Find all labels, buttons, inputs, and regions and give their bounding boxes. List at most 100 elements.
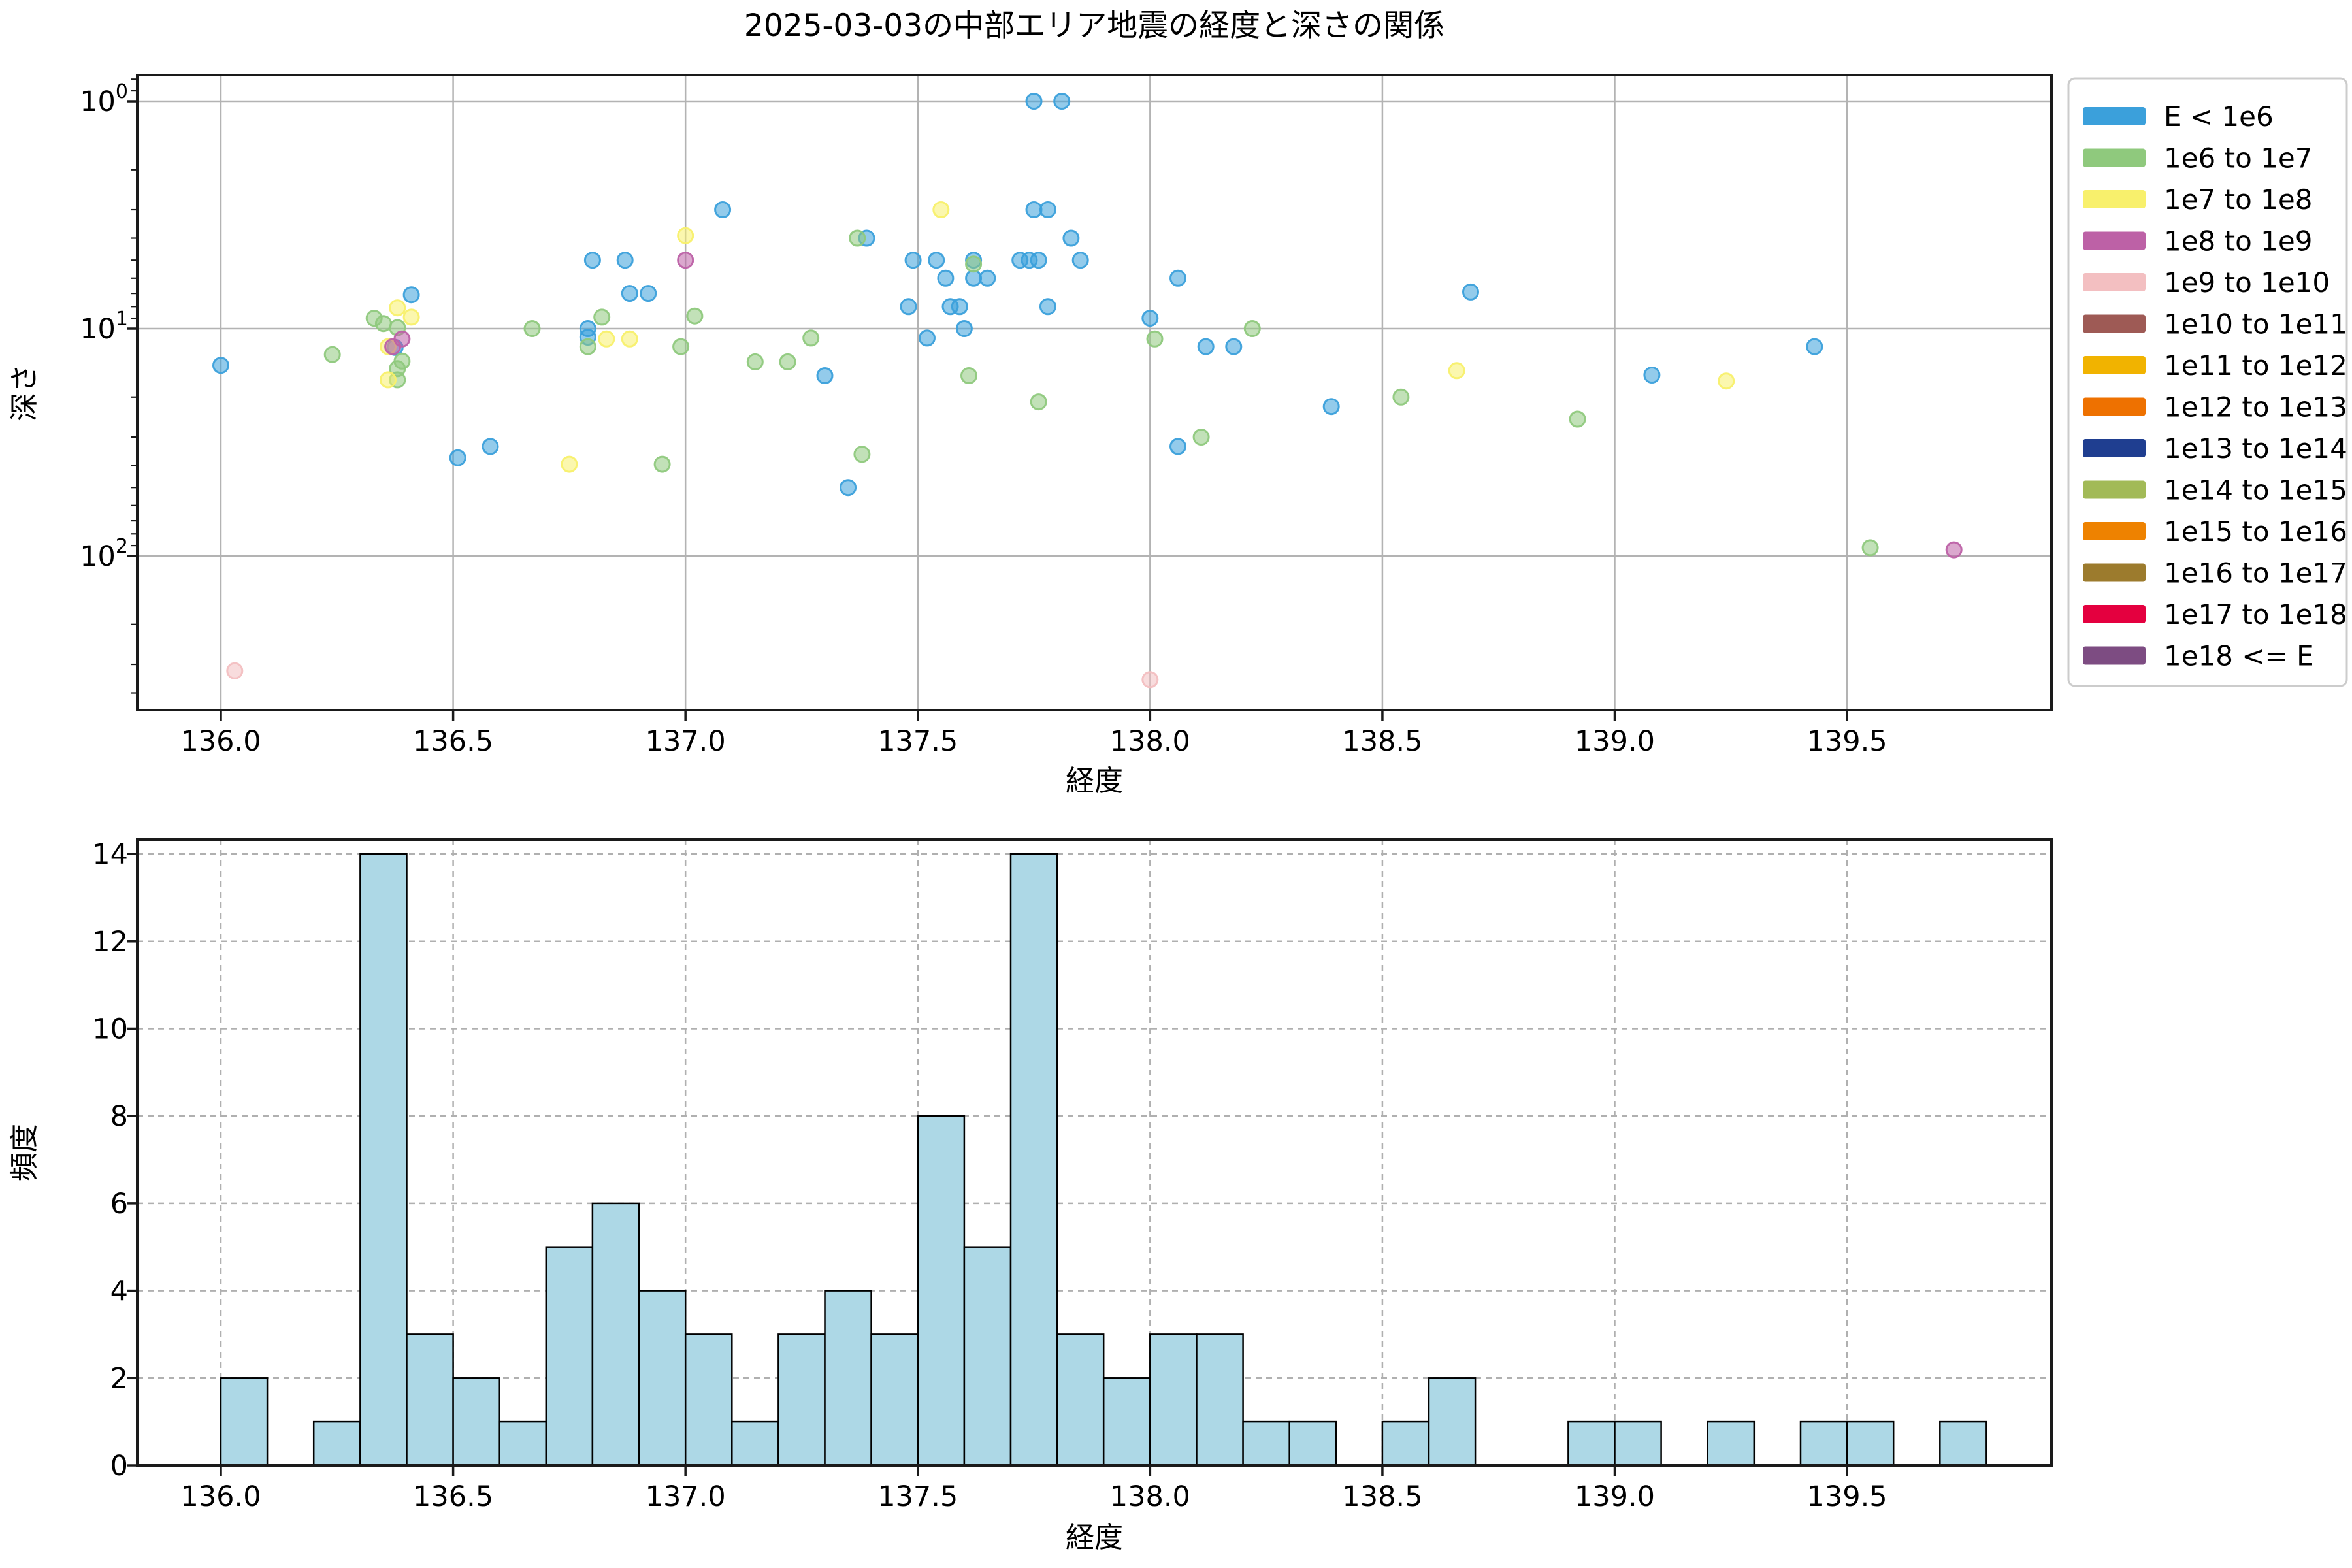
scatter-tick-labels: 136.0 136.5 137.0 137.5 138.0 138.5 139.0 139.5… <box>80 80 1887 758</box>
scatter-point <box>212 357 229 374</box>
scatter-point <box>965 269 983 287</box>
scatter-point <box>1718 372 1735 390</box>
scatter-point <box>686 307 704 325</box>
legend-item: 1e12 to 1e13 <box>2083 391 2347 423</box>
histogram-bar <box>1381 1420 1430 1467</box>
histogram-bar <box>359 853 408 1467</box>
legend-label: 1e7 to 1e8 <box>2164 184 2312 216</box>
legend-label: E < 1e6 <box>2164 101 2274 133</box>
histogram-bar <box>1288 1420 1337 1467</box>
scatter-point <box>323 346 341 363</box>
scatter-point <box>1071 252 1089 269</box>
scatter-point <box>677 227 694 244</box>
histogram-bar <box>1009 853 1058 1467</box>
x-tick-label: 138.5 <box>1342 1480 1422 1513</box>
legend-item: 1e10 to 1e11 <box>2083 308 2347 340</box>
scatter-point <box>1062 229 1080 247</box>
scatter-point <box>714 201 732 218</box>
scatter-point <box>672 338 690 355</box>
x-tick-label: 138.5 <box>1342 725 1422 758</box>
histogram-bar <box>731 1420 779 1467</box>
histogram-bar <box>1149 1333 1198 1467</box>
scatter-point <box>746 353 764 370</box>
scatter-point <box>1141 310 1159 327</box>
legend-swatch <box>2083 314 2146 333</box>
y-tick-label: 6 <box>110 1188 128 1220</box>
x-tick-label: 137.5 <box>877 1480 958 1513</box>
x-tick-label: 139.5 <box>1807 725 1887 758</box>
legend-item: 1e11 to 1e12 <box>2083 350 2347 382</box>
scatter-point <box>1025 201 1043 218</box>
x-tick-label: 138.0 <box>1110 725 1190 758</box>
scatter-point <box>928 252 945 269</box>
histogram-bar <box>777 1333 826 1467</box>
histogram-bar <box>312 1420 361 1467</box>
x-tick-label: 137.0 <box>645 1480 726 1513</box>
scatter-frame <box>136 74 2053 711</box>
scatter-plot: 136.0 136.5 137.0 137.5 138.0 138.5 139.0 139.5… <box>8 8 2053 798</box>
scatter-point <box>449 449 466 466</box>
histogram-bar <box>498 1420 547 1467</box>
y-tick-label: 0 <box>110 1450 128 1482</box>
legend-item: 1e8 to 1e9 <box>2083 225 2312 257</box>
legend-item: 1e13 to 1e14 <box>2083 433 2347 465</box>
scatter-point <box>640 285 657 302</box>
y-tick-label: 12 <box>92 926 128 958</box>
scatter-point <box>1146 330 1164 348</box>
legend-label: 1e18 <= E <box>2164 640 2314 672</box>
x-tick-label: 138.0 <box>1110 1480 1190 1513</box>
scatter-point <box>1861 539 1879 557</box>
histogram-bar <box>1799 1420 1848 1467</box>
scatter-point <box>402 308 420 326</box>
legend-swatch <box>2083 522 2146 540</box>
scatter-point <box>1030 393 1047 411</box>
legend-item: 1e6 to 1e7 <box>2083 142 2312 174</box>
scatter-point <box>919 329 936 347</box>
legend-label: 1e12 to 1e13 <box>2164 391 2347 423</box>
legend-swatch <box>2083 190 2146 208</box>
scatter-point <box>960 367 977 384</box>
histogram-bar <box>591 1202 640 1467</box>
histogram-bar <box>684 1333 733 1467</box>
legend-label: 1e17 to 1e18 <box>2164 598 2347 630</box>
x-tick-label: 139.0 <box>1575 1480 1655 1513</box>
y-tick-label: 2 <box>110 1362 128 1395</box>
scatter-point <box>900 298 917 316</box>
scatter-point <box>1039 298 1056 316</box>
histogram-bar <box>870 1333 919 1467</box>
histogram-bar <box>638 1290 687 1467</box>
histogram-xaxis-label: 経度 <box>1066 1521 1123 1554</box>
scatter-point <box>1030 252 1047 269</box>
histogram-bar <box>220 1377 269 1467</box>
histogram-bar <box>963 1246 1012 1467</box>
scatter-point <box>402 286 420 304</box>
scatter-gridlines <box>137 75 2051 710</box>
histogram-bars <box>220 853 1987 1467</box>
scatter-point <box>1141 671 1159 689</box>
scatter-point <box>932 201 950 218</box>
scatter-point <box>561 455 578 473</box>
histogram-bar <box>406 1333 454 1467</box>
scatter-point <box>374 315 392 333</box>
legend-label: 1e9 to 1e10 <box>2164 267 2330 299</box>
histogram-bar <box>545 1246 594 1467</box>
scatter-point <box>593 308 611 326</box>
legend-swatch <box>2083 107 2146 125</box>
scatter-point <box>653 455 671 473</box>
scatter-point <box>849 229 866 247</box>
histogram-bar <box>1846 1420 1895 1467</box>
legend-swatch <box>2083 356 2146 374</box>
chart-title: 2025-03-03の中部エリア地震の経度と深さの関係 <box>744 8 1445 44</box>
scatter-point <box>1392 388 1410 406</box>
scatter-xaxis-label: 経度 <box>1066 764 1123 798</box>
legend-swatch <box>2083 273 2146 291</box>
scatter-point <box>937 269 955 287</box>
legend-items: E < 1e6 1e6 to 1e7 1e7 to 1e8 1e8 to 1e9 1e9… <box>2083 101 2347 672</box>
scatter-point <box>523 320 541 337</box>
x-tick-label: 139.0 <box>1575 725 1655 758</box>
legend-label: 1e10 to 1e11 <box>2164 308 2347 340</box>
scatter-point <box>965 255 983 273</box>
scatter-point <box>598 330 615 348</box>
